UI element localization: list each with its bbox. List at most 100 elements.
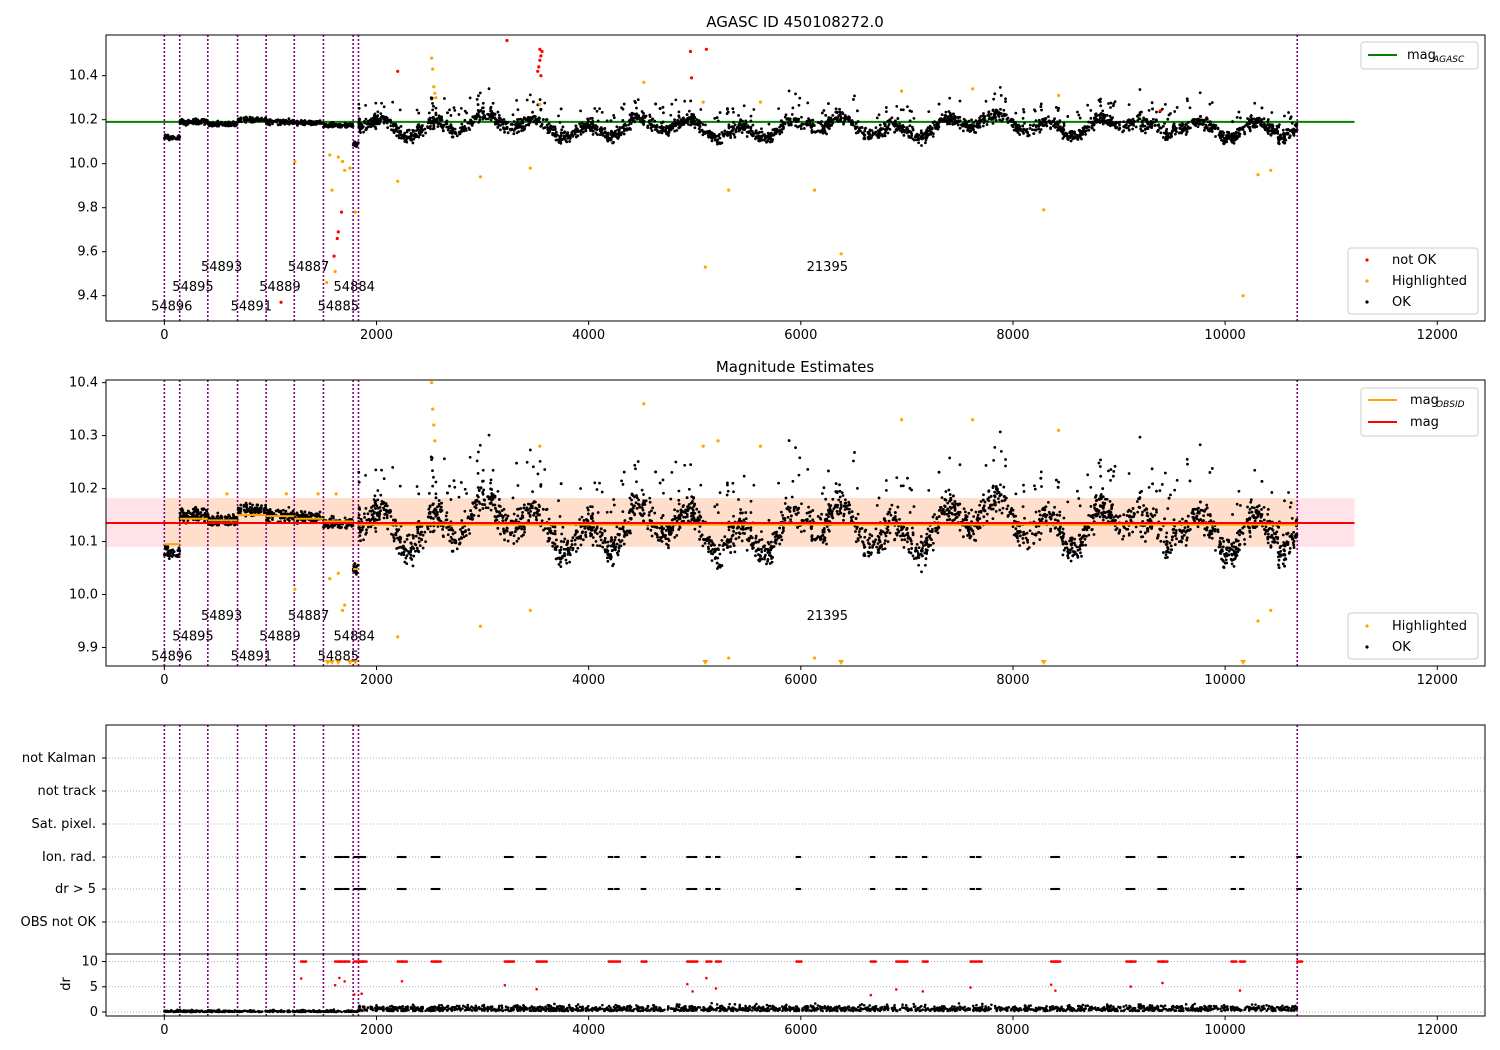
- ok-point: [1151, 117, 1155, 121]
- ok-point: [976, 121, 980, 125]
- ok-point: [825, 122, 829, 125]
- ok-point: [934, 529, 938, 533]
- ok-point: [364, 532, 368, 536]
- ok-point: [698, 125, 702, 129]
- ok-point: [888, 531, 892, 535]
- ok-point: [785, 117, 789, 121]
- ok-point: [397, 126, 401, 130]
- ok-point: [687, 503, 691, 506]
- ok-point: [633, 120, 637, 124]
- ok-point: [1269, 129, 1273, 133]
- ok-point: [839, 119, 843, 123]
- ok-point: [594, 131, 598, 135]
- ok-point: [353, 143, 357, 147]
- ok-point: [1220, 134, 1224, 138]
- ok-point: [855, 125, 859, 129]
- ok-point: [635, 506, 639, 510]
- ok-point: [760, 130, 764, 134]
- ok-point: [886, 120, 890, 123]
- ok-point: [617, 538, 621, 542]
- ok-point: [857, 533, 861, 537]
- ok-point: [553, 532, 557, 536]
- ok-point: [369, 125, 373, 129]
- ok-point: [461, 128, 464, 131]
- ok-point: [1164, 138, 1167, 142]
- ok-point: [949, 117, 953, 121]
- ok-point: [487, 497, 491, 501]
- ok-point: [1039, 102, 1043, 106]
- ok-point: [730, 129, 734, 133]
- ok-point: [1196, 525, 1200, 529]
- ok-point: [760, 538, 764, 541]
- ok-point: [634, 501, 638, 505]
- ok-point: [952, 117, 955, 121]
- ok-point: [1288, 134, 1292, 138]
- ok-point: [887, 123, 891, 126]
- ok-point: [1266, 512, 1270, 516]
- ok-point: [367, 122, 371, 126]
- ok-point: [187, 121, 191, 125]
- ok-point: [1077, 128, 1081, 132]
- ok-point: [441, 528, 444, 531]
- ok-point: [528, 448, 532, 452]
- ok-point: [997, 115, 1001, 118]
- ok-point: [1145, 120, 1149, 124]
- ok-point: [810, 125, 814, 129]
- ok-point: [978, 116, 982, 120]
- ok-point: [922, 544, 925, 548]
- ok-point: [311, 122, 315, 126]
- ok-point: [928, 124, 932, 128]
- ok-point: [692, 122, 696, 126]
- ok-point: [822, 109, 826, 112]
- ok-point: [402, 133, 406, 137]
- ok-point: [959, 123, 963, 127]
- ok-point: [321, 121, 325, 125]
- ok-point: [809, 119, 813, 122]
- ok-point: [820, 512, 824, 516]
- ok-point: [455, 547, 459, 551]
- ok-point: [1032, 132, 1036, 136]
- ok-point: [445, 125, 449, 129]
- ok-point: [449, 498, 453, 501]
- ok-point: [946, 501, 950, 505]
- ok-point: [1098, 100, 1102, 104]
- ok-point: [1052, 124, 1055, 128]
- ok-point: [890, 116, 894, 120]
- ok-point: [705, 131, 709, 134]
- ok-point: [713, 134, 717, 138]
- ok-point: [1066, 115, 1070, 118]
- ok-point: [477, 514, 481, 518]
- ok-point: [702, 130, 705, 134]
- ok-point: [301, 121, 305, 124]
- ok-point: [588, 125, 592, 129]
- ok-point: [911, 137, 915, 141]
- ok-point: [796, 125, 800, 129]
- ok-point: [1040, 108, 1043, 112]
- ok-point: [1290, 517, 1294, 520]
- ok-point: [371, 121, 375, 125]
- ok-point: [531, 100, 535, 104]
- ok-point: [899, 129, 902, 133]
- ok-point: [709, 549, 713, 553]
- ok-point: [689, 99, 693, 103]
- ok-point: [1251, 125, 1255, 128]
- ok-point: [359, 131, 362, 134]
- ok-point: [856, 512, 860, 516]
- ok-point: [810, 534, 814, 538]
- ok-point: [999, 111, 1002, 115]
- ok-point: [637, 114, 641, 117]
- ok-point: [835, 118, 839, 122]
- ok-point: [1175, 106, 1179, 109]
- ok-point: [1190, 119, 1194, 123]
- ok-point: [693, 527, 697, 531]
- ok-point: [521, 511, 524, 514]
- ok-point: [787, 123, 791, 127]
- ok-point: [788, 117, 792, 121]
- ok-point: [1227, 135, 1231, 139]
- ok-point: [489, 508, 493, 512]
- ok-point: [925, 552, 929, 555]
- ok-point: [1118, 123, 1121, 127]
- ok-point: [348, 124, 352, 128]
- ok-point: [431, 121, 435, 125]
- ok-point: [987, 490, 991, 493]
